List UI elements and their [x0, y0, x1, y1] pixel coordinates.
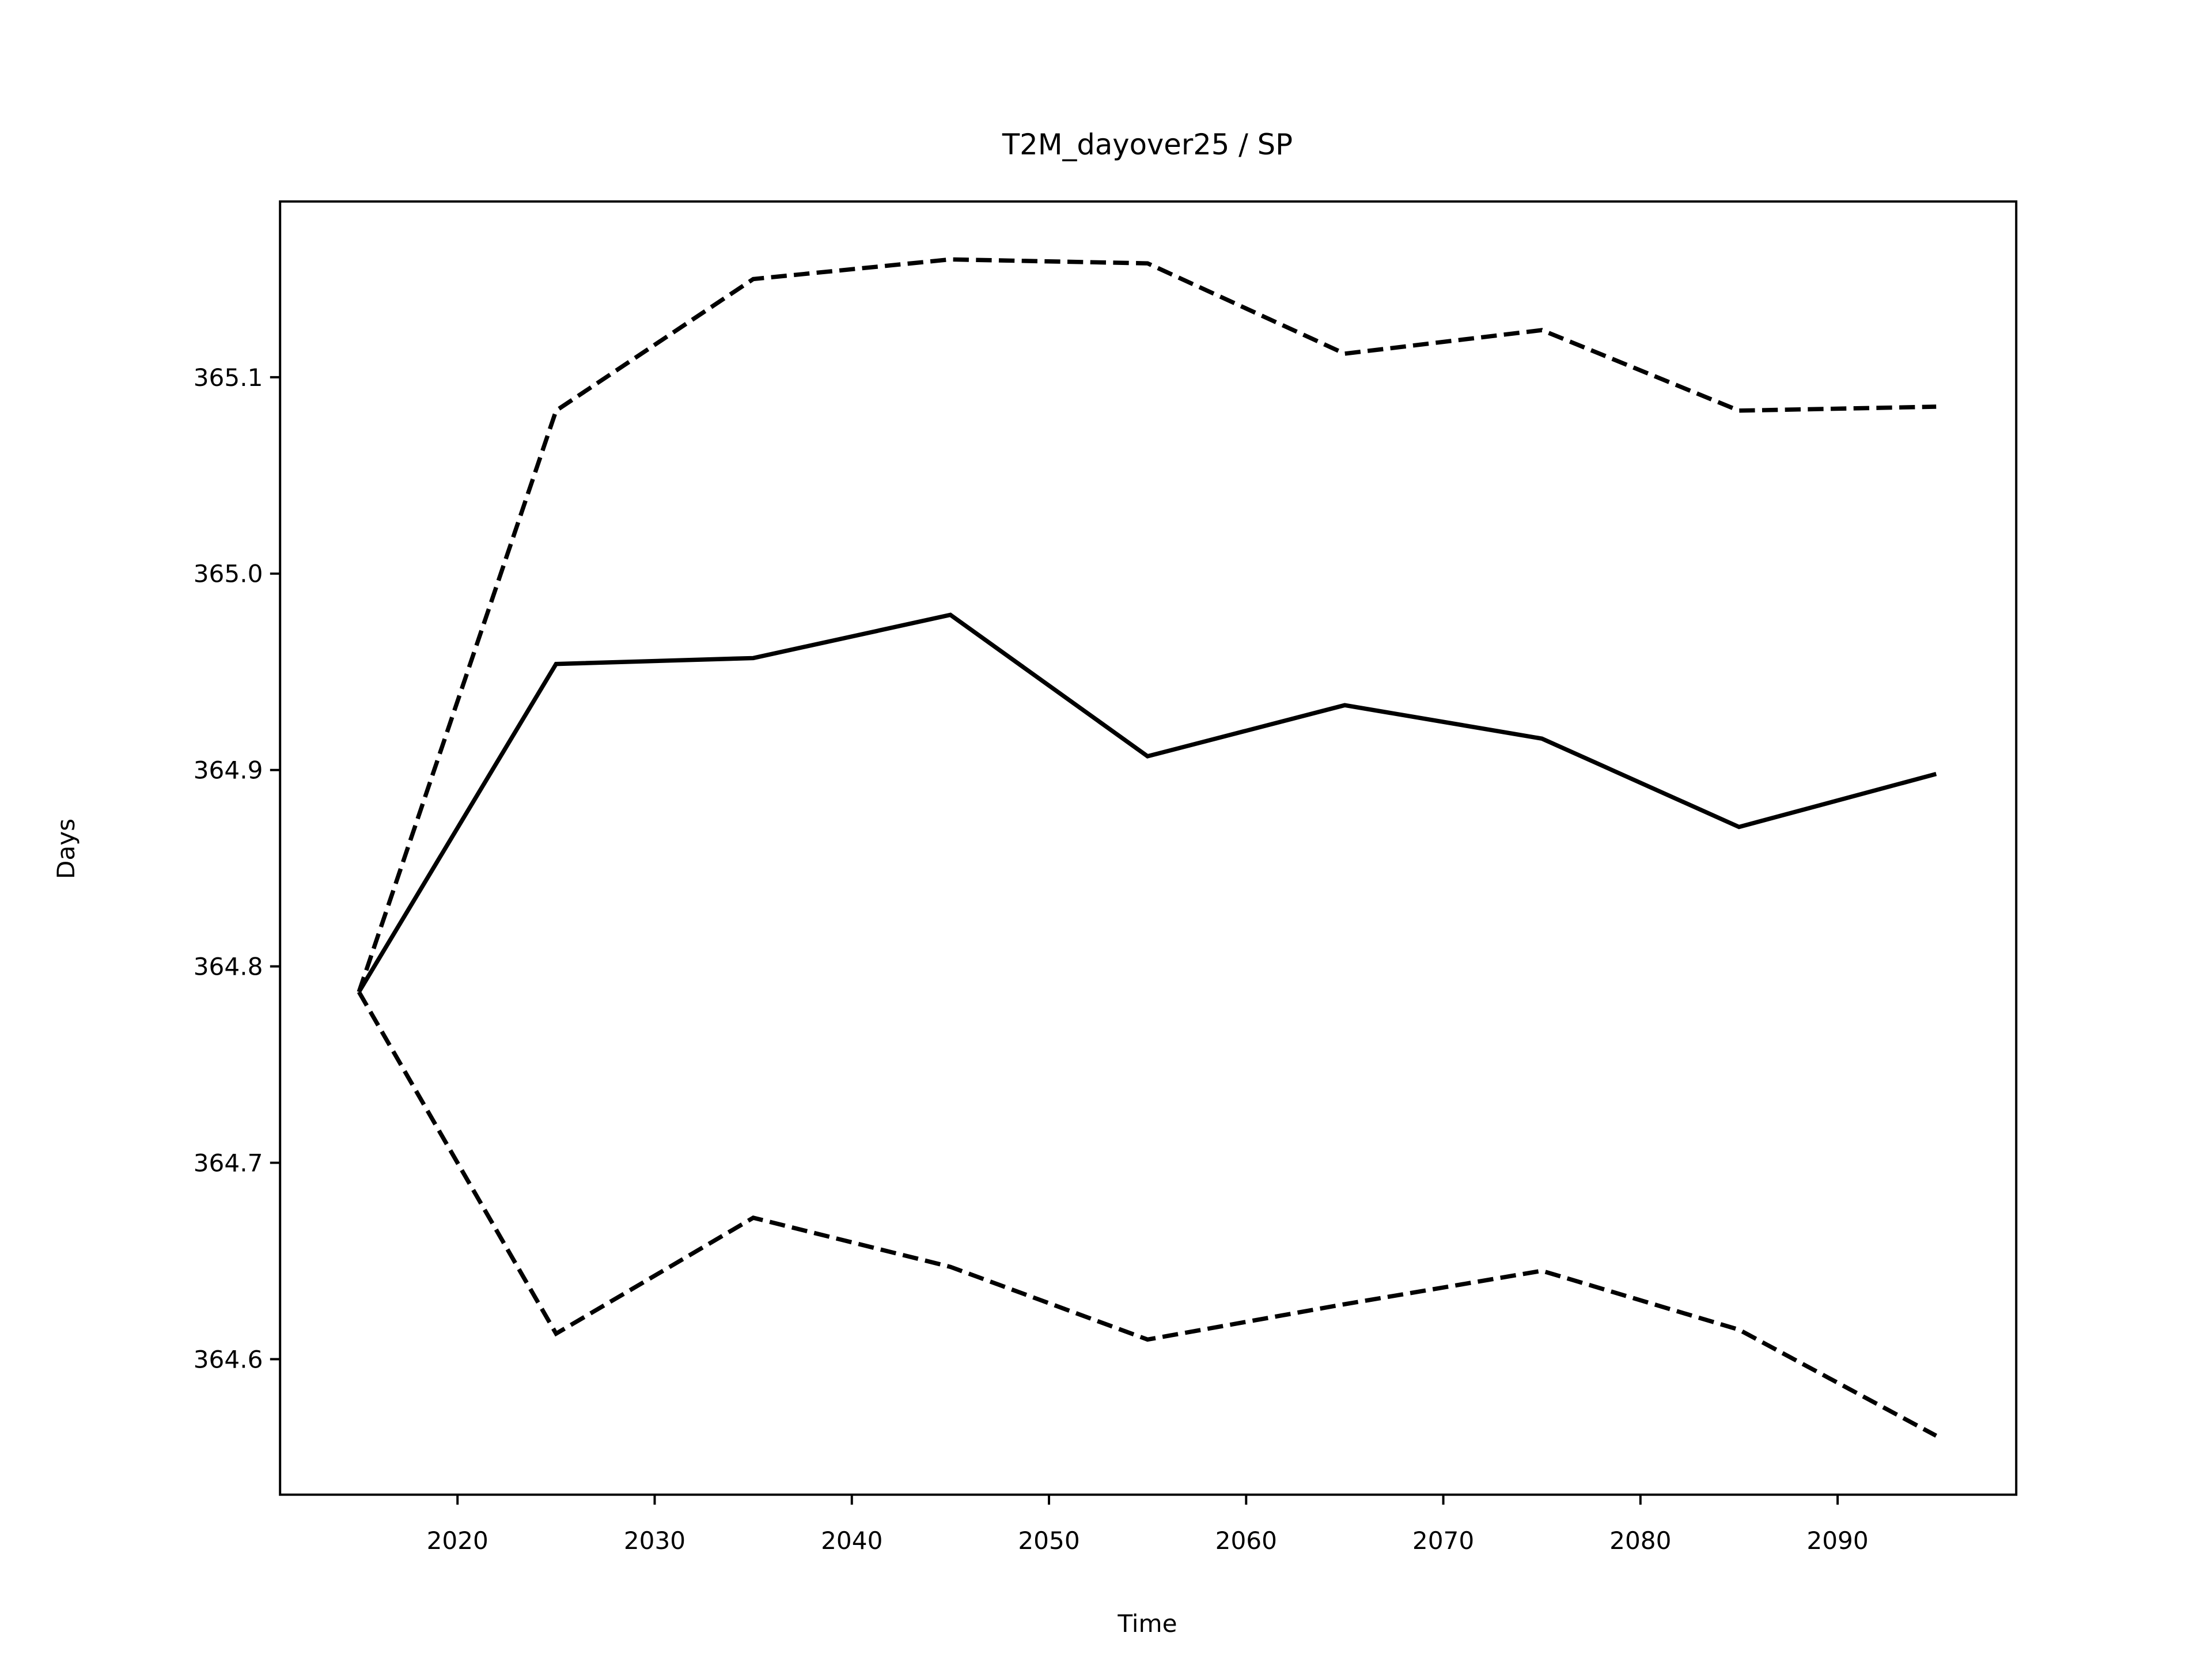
y-tick-label: 364.6: [194, 1345, 263, 1373]
line-series: [357, 257, 1937, 993]
y-tick-label: 364.7: [194, 1149, 263, 1177]
line-series: [357, 991, 1937, 1438]
chart-title: T2M_dayover25 / SP: [1002, 128, 1293, 161]
y-tick-label: 364.8: [194, 953, 263, 981]
y-tick-label: 365.1: [194, 363, 263, 392]
x-tick-label: 2060: [1215, 1527, 1277, 1555]
x-axis-label: Time: [1117, 1609, 1177, 1638]
x-tick-label: 2050: [1018, 1527, 1080, 1555]
y-axis-label: Days: [52, 819, 80, 879]
x-tick-label: 2090: [1806, 1527, 1868, 1555]
y-tick-label: 364.9: [194, 756, 263, 785]
line-series: [357, 612, 1937, 993]
x-tick-label: 2030: [624, 1527, 685, 1555]
x-tick-label: 2070: [1412, 1527, 1474, 1555]
x-tick-label: 2020: [427, 1527, 488, 1555]
plot-frame: [279, 200, 2018, 1496]
y-tick-label: 365.0: [194, 560, 263, 588]
x-tick-label: 2080: [1609, 1527, 1671, 1555]
x-tick-label: 2040: [821, 1527, 882, 1555]
